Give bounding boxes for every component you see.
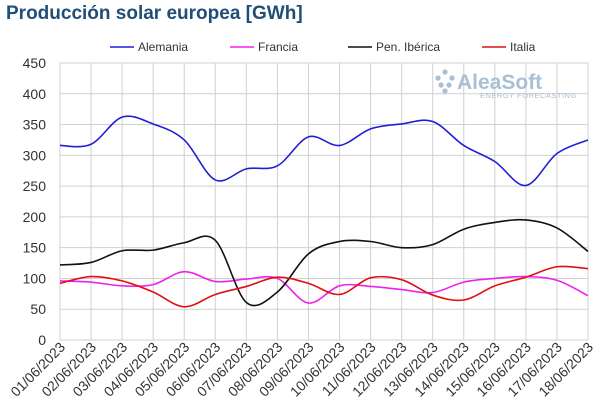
legend-label-pen-iberica: Pen. Ibérica <box>376 40 440 54</box>
series-line-pen-iberica <box>59 218 589 307</box>
series-lines <box>59 115 589 308</box>
y-tick-label: 450 <box>23 55 47 71</box>
legend-label-italia: Italia <box>510 40 536 54</box>
y-tick-label: 400 <box>23 86 47 102</box>
y-tick-label: 50 <box>30 301 46 317</box>
logo-subtext: ENERGY FORECASTING <box>480 91 577 100</box>
series-line-alemania <box>59 115 589 187</box>
series-line-italia <box>59 265 589 308</box>
legend: Alemania Francia Pen. Ibérica Italia <box>110 40 536 54</box>
logo-text: AleaSoft <box>457 71 542 94</box>
chart-title: Producción solar europea [GWh] <box>6 3 303 24</box>
y-tick-label: 350 <box>23 117 47 133</box>
y-tick-label: 300 <box>23 147 47 163</box>
series-line-francia <box>59 270 589 304</box>
legend-label-alemania: Alemania <box>138 40 188 54</box>
y-tick-label: 200 <box>23 209 47 225</box>
aleasoft-logo: AleaSoft ENERGY FORECASTING <box>435 69 576 100</box>
y-tick-label: 250 <box>23 178 47 194</box>
legend-label-francia: Francia <box>258 40 298 54</box>
y-tick-label: 150 <box>23 240 47 256</box>
logo-icon <box>435 69 455 94</box>
y-tick-label: 100 <box>23 270 47 286</box>
axes: 05010015020025030035040045001/06/202302/… <box>7 55 596 400</box>
y-tick-label: 0 <box>38 332 46 348</box>
grid <box>59 62 589 341</box>
